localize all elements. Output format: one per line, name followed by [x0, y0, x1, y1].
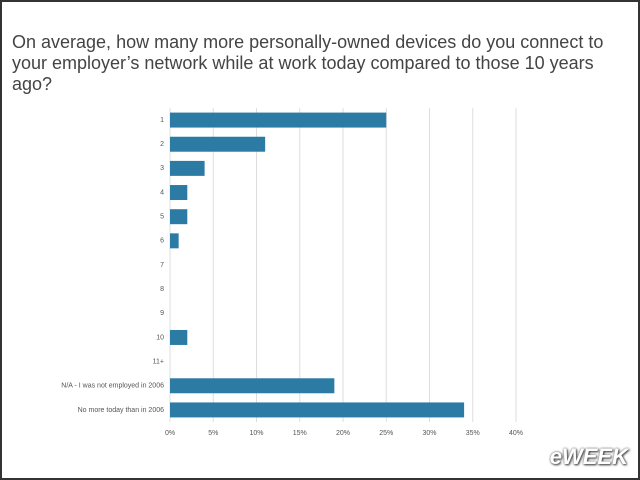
bar [170, 402, 465, 418]
x-tick-label: 15% [293, 430, 307, 437]
y-tick-label: 8 [160, 286, 164, 293]
bar [170, 185, 188, 201]
y-tick-label: 10 [156, 334, 164, 341]
y-tick-label: 7 [160, 262, 164, 269]
y-tick-label: 6 [160, 238, 164, 245]
x-tick-label: 25% [379, 430, 393, 437]
y-tick-label: 3 [160, 165, 164, 172]
y-tick-label: 11+ [153, 358, 164, 365]
bar [170, 233, 179, 249]
bar [170, 112, 387, 128]
x-tick-label: 10% [249, 430, 263, 437]
y-tick-label: 1 [160, 117, 164, 124]
y-tick-label: 9 [160, 310, 164, 317]
x-tick-label: 40% [509, 430, 523, 437]
x-tick-label: 35% [466, 430, 480, 437]
y-tick-label: 2 [160, 141, 164, 148]
bar [170, 378, 335, 394]
bar [170, 209, 188, 225]
bar [170, 136, 266, 152]
y-tick-label: N/A - I was not employed in 2006 [61, 383, 164, 390]
bar [170, 329, 188, 345]
bar [170, 160, 205, 176]
y-tick-label: 4 [160, 189, 164, 196]
logo: eWEEK [549, 444, 628, 469]
chart-title: On average, how many more personally-own… [12, 32, 604, 94]
y-tick-label: No more today than in 2006 [78, 407, 164, 414]
x-tick-label: 5% [208, 430, 218, 437]
x-tick-label: 0% [165, 430, 175, 437]
x-tick-label: 30% [422, 430, 436, 437]
y-tick-label: 5 [160, 214, 164, 221]
x-tick-label: 20% [336, 430, 350, 437]
